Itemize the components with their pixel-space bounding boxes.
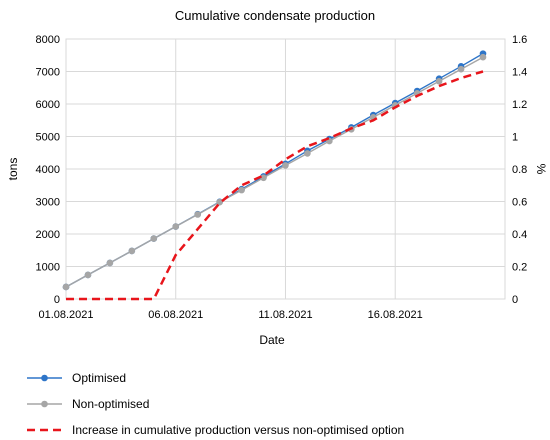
series-2-point <box>282 162 289 169</box>
y2-tick-label: 0 <box>512 294 518 306</box>
series-2-point <box>150 235 158 242</box>
series-2-point <box>260 174 267 182</box>
series-2-point <box>304 150 311 157</box>
y-tick-label: 3000 <box>36 197 60 209</box>
series-2-point <box>457 65 465 73</box>
y-tick-label: 0 <box>54 294 60 306</box>
y2-tick-label: 1.4 <box>512 67 527 79</box>
y-tick-label: 2000 <box>36 229 60 241</box>
series-line-3 <box>66 70 484 301</box>
series-line-2 <box>65 56 484 288</box>
series-2-point <box>84 271 92 279</box>
y-tick-label: 6000 <box>36 99 60 111</box>
series-2-point <box>435 77 443 85</box>
legend-label-3: Increase in cumulative production versus… <box>72 423 404 437</box>
series-2-point <box>216 198 223 206</box>
y-tick-label: 1000 <box>36 262 60 274</box>
series-2-point <box>238 186 245 194</box>
series-2-point <box>194 211 201 218</box>
legend-marker-1 <box>41 374 48 382</box>
y-axis-title: tons <box>6 158 20 181</box>
x-tick-label: 16.08.2021 <box>368 309 423 321</box>
series-2-point <box>128 247 136 255</box>
x-tick-label: 06.08.2021 <box>148 309 203 321</box>
y2-tick-label: 1 <box>512 132 518 144</box>
y-tick-label: 7000 <box>36 67 60 79</box>
series-2-point <box>62 283 70 291</box>
y2-axis-title: % <box>534 164 548 175</box>
y-tick-label: 8000 <box>36 34 60 46</box>
plot-area <box>62 50 487 301</box>
y2-tick-label: 1.2 <box>512 99 527 111</box>
y-tick-label: 5000 <box>36 132 60 144</box>
y2-tick-label: 1.6 <box>512 34 527 46</box>
chart-title: Cumulative condensate production <box>175 8 375 23</box>
y2-tick-label: 0.8 <box>512 164 527 176</box>
legend: Optimised Non-optimised Increase in cumula… <box>27 371 404 437</box>
axes: 0 1000 2000 3000 4000 5000 6000 7000 8000 0 0.2 0.4… <box>36 34 528 321</box>
y-tick-label: 4000 <box>36 164 60 176</box>
x-axis-title: Date <box>259 333 285 347</box>
y2-tick-label: 0.2 <box>512 262 527 274</box>
series-2-point <box>479 53 487 61</box>
x-tick-label: 01.08.2021 <box>38 309 93 321</box>
y2-tick-label: 0.6 <box>512 197 527 209</box>
x-tick-label: 11.08.2021 <box>258 309 312 321</box>
legend-label-2: Non-optimised <box>72 397 149 411</box>
legend-marker-2 <box>41 400 48 408</box>
y2-tick-label: 0.4 <box>512 229 527 241</box>
series-2-point <box>106 259 114 267</box>
legend-label-1: Optimised <box>72 371 126 385</box>
series-2-point <box>172 223 180 230</box>
